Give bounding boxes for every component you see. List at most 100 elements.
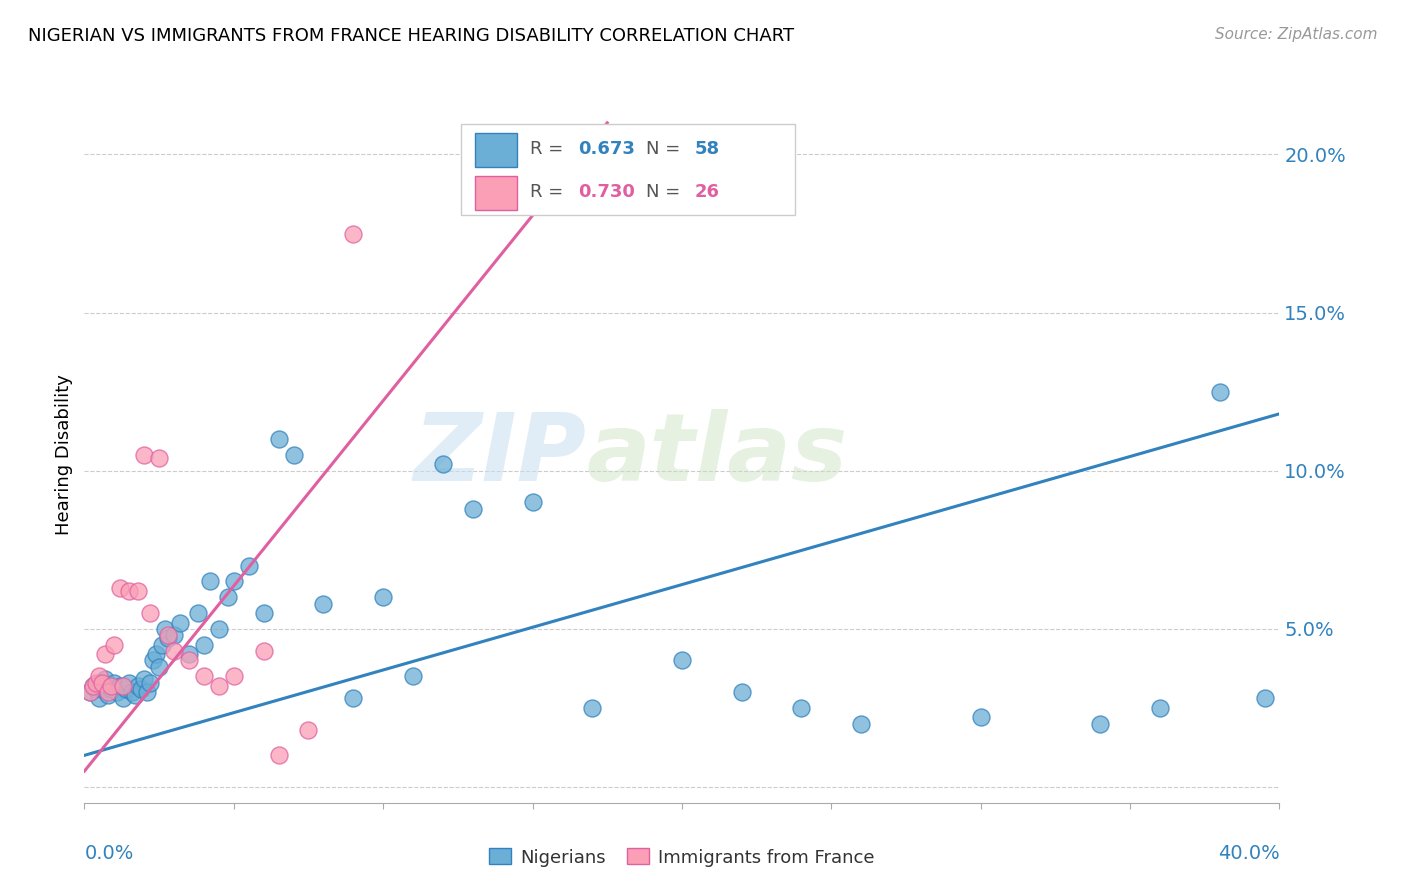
Point (238, 558, 260, 573)
Point (217, 591, 239, 605)
Text: 0.0%: 0.0% (84, 844, 134, 863)
Point (1208, 384, 1232, 399)
Point (402, 669, 425, 683)
Point (267, 432, 290, 446)
Text: R =: R = (530, 183, 569, 202)
Point (193, 669, 215, 683)
Point (118, 583, 141, 598)
Point (198, 574, 221, 589)
Point (193, 638, 215, 652)
Text: N =: N = (645, 140, 686, 158)
Point (79, 685, 101, 699)
Point (136, 685, 159, 699)
Text: N =: N = (645, 183, 686, 202)
Point (112, 691, 135, 706)
Point (142, 653, 165, 667)
Text: 58: 58 (695, 140, 720, 158)
Point (208, 622, 231, 636)
Point (283, 448, 305, 462)
Point (82, 679, 104, 693)
Point (132, 673, 156, 687)
Point (97, 685, 120, 699)
Point (342, 691, 364, 706)
Point (150, 638, 173, 652)
Point (89, 675, 111, 690)
Point (112, 679, 135, 693)
Point (91, 675, 114, 690)
Point (115, 681, 138, 696)
Point (208, 679, 231, 693)
Point (253, 644, 276, 658)
Point (371, 591, 394, 605)
Text: atlas: atlas (586, 409, 848, 501)
Point (1253, 691, 1275, 706)
Point (148, 660, 170, 674)
Point (94, 647, 117, 661)
FancyBboxPatch shape (475, 177, 517, 210)
Point (89, 669, 111, 683)
Point (581, 701, 603, 715)
Point (153, 622, 176, 636)
Point (148, 451, 170, 466)
Text: R =: R = (530, 140, 569, 158)
Point (139, 606, 162, 620)
Text: 0.673: 0.673 (578, 140, 636, 158)
Point (132, 448, 156, 462)
Point (110, 679, 132, 693)
Point (89, 691, 111, 706)
Point (970, 710, 993, 724)
Text: NIGERIAN VS IMMIGRANTS FROM FRANCE HEARING DISABILITY CORRELATION CHART: NIGERIAN VS IMMIGRANTS FROM FRANCE HEARI… (28, 27, 794, 45)
Point (849, 716, 872, 731)
Point (94, 673, 117, 687)
Point (163, 644, 186, 658)
Point (731, 685, 754, 699)
Text: Source: ZipAtlas.com: Source: ZipAtlas.com (1215, 27, 1378, 42)
Point (222, 669, 245, 683)
Point (177, 647, 200, 661)
Point (1149, 701, 1171, 715)
Point (253, 606, 276, 620)
Legend: Nigerians, Immigrants from France: Nigerians, Immigrants from France (482, 841, 882, 874)
Point (86, 681, 108, 696)
Point (187, 606, 209, 620)
Point (124, 688, 146, 702)
Point (1088, 716, 1111, 731)
Point (127, 679, 149, 693)
Point (297, 723, 319, 737)
Point (118, 675, 141, 690)
Point (103, 638, 125, 652)
Point (461, 501, 484, 516)
Point (110, 581, 132, 595)
Text: 40.0%: 40.0% (1218, 844, 1279, 863)
Point (432, 458, 454, 472)
Point (86, 675, 108, 690)
Point (129, 681, 152, 696)
Point (100, 679, 122, 693)
Point (145, 647, 167, 661)
Y-axis label: Hearing Disability: Hearing Disability (55, 375, 73, 535)
FancyBboxPatch shape (461, 124, 796, 215)
Point (121, 685, 143, 699)
Point (312, 597, 335, 611)
Point (79, 685, 101, 699)
Point (100, 681, 122, 696)
Point (105, 685, 128, 699)
Point (790, 701, 813, 715)
FancyBboxPatch shape (475, 133, 517, 167)
Point (671, 653, 693, 667)
Point (169, 615, 191, 630)
Point (177, 653, 200, 667)
Text: 0.730: 0.730 (578, 183, 636, 202)
Point (163, 628, 186, 642)
Point (522, 495, 544, 509)
Point (82, 679, 104, 693)
Point (127, 583, 149, 598)
Point (103, 675, 125, 690)
Text: ZIP: ZIP (413, 409, 586, 501)
Point (91, 681, 114, 696)
Point (222, 574, 245, 589)
Point (267, 748, 290, 763)
Point (157, 628, 180, 642)
Point (139, 675, 162, 690)
Point (342, 227, 364, 241)
